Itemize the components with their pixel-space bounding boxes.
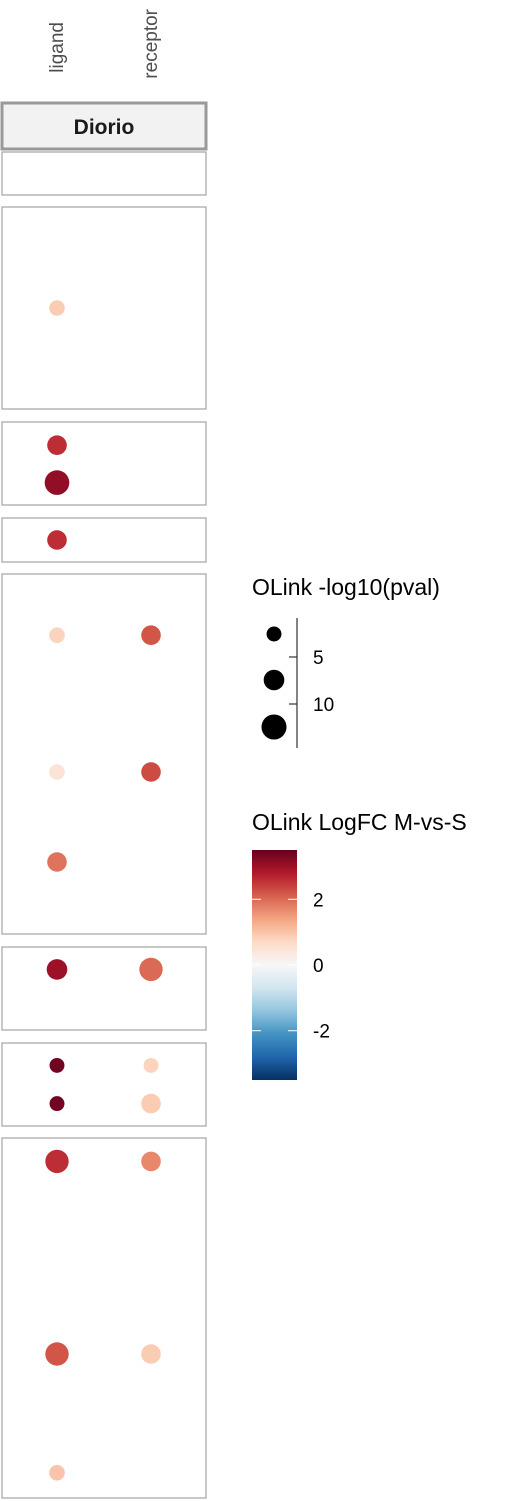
data-point [49,764,65,780]
panel-border [1,1042,207,1127]
panel-border [1,517,207,563]
colorbar-tick-label: -2 [313,1022,330,1043]
facet-label: Diorio [74,116,135,139]
size-legend: OLink -log10(pval) 5 10 [252,574,440,748]
data-point [46,959,68,980]
facet-panel [1,517,207,563]
data-point [141,762,161,782]
facet-panel [1,946,207,1031]
color-legend-ticks: 2 0 -2 [252,890,330,1043]
column-label-ligand: ligand [47,22,68,73]
panel-border [1,151,207,196]
size-legend-tick-label: 5 [313,648,324,669]
size-legend-key [261,714,287,740]
color-legend: OLink LogFC M-vs-S 2 0 -2 [252,809,467,1080]
colorbar-tick-label: 2 [313,890,324,911]
facet-panel [1,151,207,196]
data-point [141,1344,161,1364]
data-point [45,1149,69,1174]
size-legend-key [263,669,285,691]
data-point [47,530,67,550]
size-legend-key [266,626,282,642]
facet-panel [1,1137,207,1499]
facet-panel [1,421,207,506]
data-point [141,625,161,645]
colorbar-tick-label: 0 [313,956,324,977]
data-point [49,1057,65,1073]
data-point [45,1342,69,1366]
data-point [47,435,67,456]
facet-panel [1,573,207,935]
panel-border [1,946,207,1031]
panel-border [1,206,207,410]
size-legend-ticks: 5 10 [289,648,334,716]
data-point [47,852,67,872]
data-point [141,1151,161,1172]
facet-panel [1,206,207,410]
data-point [49,1096,65,1112]
data-point [49,300,65,316]
panel-border [1,573,207,935]
data-point [49,627,65,643]
panel-border [1,1137,207,1499]
column-label-receptor: receptor [141,8,162,78]
color-legend-title: OLink LogFC M-vs-S [252,809,467,835]
size-legend-tick-label: 10 [313,695,334,716]
panel-border [1,421,207,506]
data-point [141,1093,161,1114]
data-point [44,470,70,495]
data-point [143,1057,159,1073]
size-legend-title: OLink -log10(pval) [252,574,440,600]
data-point [49,1465,65,1481]
facet-strip: Diorio [0,101,208,151]
data-point [139,957,163,982]
facet-panel [1,1042,207,1127]
panel-group [1,151,207,1499]
size-legend-keys [261,626,287,740]
